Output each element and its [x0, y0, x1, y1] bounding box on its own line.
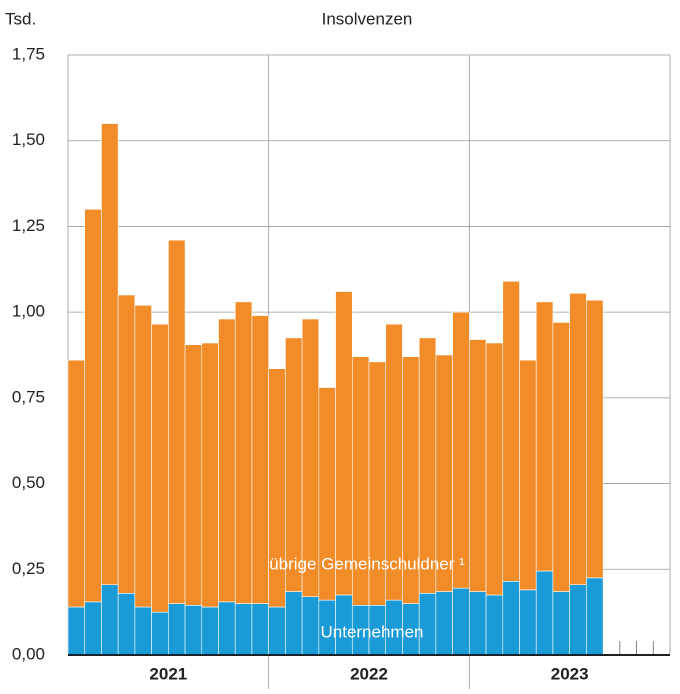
- bar-segment: [586, 299, 604, 579]
- bar-segment: [469, 339, 487, 592]
- y-tick-label: 0,00: [12, 644, 45, 663]
- chart-title: Insolvenzen: [322, 9, 413, 28]
- bar-segment: [268, 606, 286, 656]
- bar-segment: [469, 591, 487, 656]
- bar-segment: [519, 359, 537, 591]
- bar-segment: [67, 359, 86, 608]
- y-tick-label: 1,50: [12, 130, 45, 149]
- bar-segment: [535, 570, 554, 656]
- bar-segment: [201, 342, 219, 608]
- bar-segment: [502, 580, 520, 656]
- bar-segment: [201, 606, 219, 656]
- bar-segment: [569, 584, 587, 656]
- bar-segment: [234, 603, 253, 656]
- bar-segment: [84, 601, 102, 656]
- bar-segment: [84, 208, 102, 603]
- y-tick-label: 1,00: [12, 302, 45, 321]
- bar-segment: [134, 304, 152, 608]
- y-axis-label: Tsd.: [5, 9, 36, 28]
- bar-segment: [101, 584, 119, 656]
- bar-segment: [552, 322, 570, 592]
- bar-segment: [117, 294, 136, 594]
- bar-segment: [168, 239, 186, 604]
- bar-segment: [435, 591, 453, 656]
- bar-segment: [151, 323, 169, 613]
- bar-segment: [519, 589, 537, 656]
- y-tick-label: 1,25: [12, 216, 45, 235]
- bar-segment: [251, 603, 269, 656]
- bar-segment: [67, 606, 86, 656]
- bar-segment: [285, 591, 303, 656]
- year-label: 2022: [350, 664, 388, 683]
- y-tick-label: 0,25: [12, 559, 45, 578]
- bar-segment: [535, 301, 554, 572]
- bar-segment: [485, 342, 504, 596]
- bar-segment: [552, 591, 570, 656]
- bar-segment: [184, 604, 203, 656]
- bar-segment: [502, 280, 520, 582]
- y-tick-label: 0,50: [12, 473, 45, 492]
- y-tick-label: 1,75: [12, 44, 45, 63]
- bar-segment: [168, 603, 186, 656]
- series-label: Unternehmen: [320, 622, 423, 641]
- bar-segment: [101, 123, 119, 586]
- series-label: übrige Gemeinschuldner ¹: [269, 554, 465, 573]
- bar-segment: [184, 344, 203, 606]
- bar-segment: [218, 318, 236, 603]
- bar-segment: [134, 606, 152, 656]
- year-label: 2021: [149, 664, 187, 683]
- bar-segment: [117, 592, 136, 656]
- y-tick-label: 0,75: [12, 387, 45, 406]
- bar-segment: [586, 577, 604, 656]
- bar-segment: [569, 292, 587, 586]
- bar-segment: [234, 301, 253, 604]
- year-label: 2023: [551, 664, 589, 683]
- bar-segment: [301, 596, 320, 656]
- bar-segment: [151, 611, 169, 656]
- bar-segment: [218, 601, 236, 656]
- bar-segment: [335, 291, 353, 596]
- bar-segment: [485, 594, 504, 656]
- bar-segment: [251, 315, 269, 604]
- bar-segment: [452, 587, 470, 656]
- bar-segment: [452, 311, 470, 589]
